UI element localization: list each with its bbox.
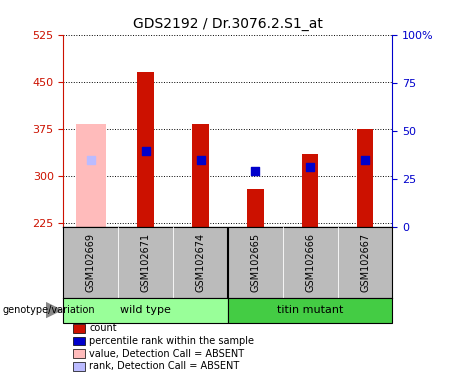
Text: count: count [89, 323, 117, 333]
Text: wild type: wild type [120, 305, 171, 315]
Bar [228, 298, 392, 323]
Text: percentile rank within the sample: percentile rank within the sample [89, 336, 254, 346]
Text: GSM102669: GSM102669 [86, 233, 96, 291]
Text: value, Detection Call = ABSENT: value, Detection Call = ABSENT [89, 349, 244, 359]
Bar [138, 72, 154, 227]
Bar [357, 129, 373, 227]
Text: titin mutant: titin mutant [277, 305, 344, 315]
Text: GSM102667: GSM102667 [360, 233, 370, 291]
Text: rank, Detection Call = ABSENT: rank, Detection Call = ABSENT [89, 361, 240, 371]
Bar [302, 154, 319, 227]
Text: GSM102665: GSM102665 [251, 233, 260, 291]
Point [87, 157, 94, 164]
Point [251, 168, 259, 174]
Text: genotype/variation: genotype/variation [2, 305, 95, 315]
Bar [63, 298, 228, 323]
Bar [247, 189, 264, 227]
Point [197, 157, 204, 164]
Text: GSM102666: GSM102666 [305, 233, 315, 291]
Text: GSM102674: GSM102674 [196, 233, 205, 291]
Bar [192, 124, 209, 227]
Point [306, 164, 314, 170]
Title: GDS2192 / Dr.3076.2.S1_at: GDS2192 / Dr.3076.2.S1_at [133, 17, 323, 31]
Bar [76, 124, 106, 227]
Text: GSM102671: GSM102671 [141, 233, 151, 291]
Point [142, 148, 149, 154]
Polygon shape [46, 303, 61, 318]
Point [361, 157, 369, 164]
